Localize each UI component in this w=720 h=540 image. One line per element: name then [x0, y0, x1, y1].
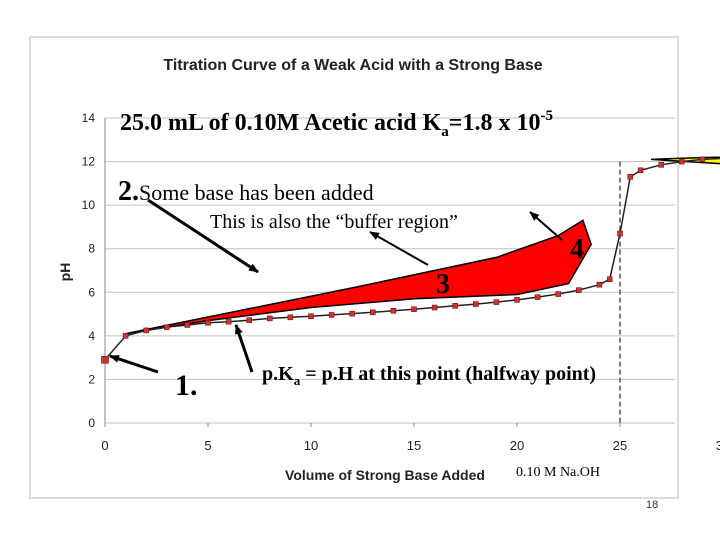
y-tick-labels: 0 2 4 6 8 10 12 14	[82, 111, 96, 430]
page-number: 18	[646, 499, 658, 511]
data-point	[246, 317, 252, 323]
y-tick-label: 4	[88, 329, 95, 343]
arrow-pka-to-halfway	[234, 324, 254, 373]
red-buffer-region	[125, 219, 593, 335]
x-tick-label: 30	[716, 438, 720, 453]
data-point	[452, 303, 458, 309]
x-tick-label: 25	[613, 438, 627, 453]
data-point	[225, 318, 232, 325]
pka-halfway-text: p.Ka = p.H at this point (halfway point)	[262, 363, 596, 388]
arrow-4-to-excess	[529, 211, 563, 241]
y-tick-label: 14	[82, 111, 96, 125]
data-point	[411, 306, 417, 313]
data-point	[596, 281, 603, 288]
data-point	[431, 304, 438, 311]
arrow-1-to-start	[109, 354, 159, 374]
data-point	[576, 287, 582, 293]
data-point	[308, 313, 314, 319]
data-point	[164, 324, 170, 330]
label-4: 4	[570, 234, 584, 265]
label-3: 3	[436, 269, 450, 300]
data-point	[679, 158, 685, 165]
data-point	[101, 356, 109, 364]
data-point	[122, 333, 129, 339]
data-point	[349, 310, 355, 317]
data-point	[473, 301, 479, 307]
data-point	[328, 312, 335, 318]
x-tick-labels: 05101520253035404550	[101, 438, 720, 453]
x-tick-label: 20	[510, 438, 524, 453]
y-tick-label: 10	[82, 198, 96, 212]
x-tick-label: 0	[101, 438, 108, 453]
data-point	[699, 156, 706, 163]
y-tick-label: 6	[88, 285, 95, 299]
label-2: 2.Some base has been added	[118, 176, 374, 207]
titrant-label: 0.10 M Na.OH	[516, 465, 600, 480]
y-tick-label: 2	[88, 372, 95, 386]
x-tick-label: 10	[304, 438, 318, 453]
y-tick-label: 8	[88, 242, 95, 256]
y-tick-label: 12	[82, 155, 96, 169]
data-point	[606, 276, 613, 282]
sample-description: 25.0 mL of 0.10M Acetic acid Ka=1.8 x 10…	[120, 108, 553, 140]
data-point	[370, 309, 376, 316]
data-point	[637, 167, 644, 174]
data-point	[617, 230, 623, 237]
chart-frame	[29, 36, 679, 499]
data-point	[143, 327, 149, 334]
data-point	[287, 314, 294, 321]
arrow-2-to-buffer	[147, 198, 259, 274]
data-point	[658, 162, 664, 168]
y-axis-label: pH	[57, 263, 73, 282]
data-point	[390, 308, 397, 314]
data-point	[514, 297, 520, 303]
x-tick-label: 15	[407, 438, 421, 453]
chart-title: Titration Curve of a Weak Acid with a St…	[163, 57, 542, 74]
data-point	[267, 315, 273, 322]
x-tick-label: 5	[204, 438, 211, 453]
data-points	[101, 156, 706, 364]
data-point	[205, 320, 211, 326]
data-point	[627, 174, 634, 180]
grid-lines	[104, 117, 675, 427]
label-1: 1.	[175, 369, 198, 402]
buffer-region-text: This is also the “buffer region”	[210, 211, 458, 233]
x-axis-label: Volume of Strong Base Added	[285, 467, 485, 483]
arrow-3-to-equivalence	[369, 231, 429, 266]
data-point	[534, 294, 541, 300]
y-tick-label: 0	[88, 416, 95, 430]
data-point	[184, 322, 191, 328]
data-point	[555, 291, 561, 297]
data-point	[493, 299, 500, 305]
